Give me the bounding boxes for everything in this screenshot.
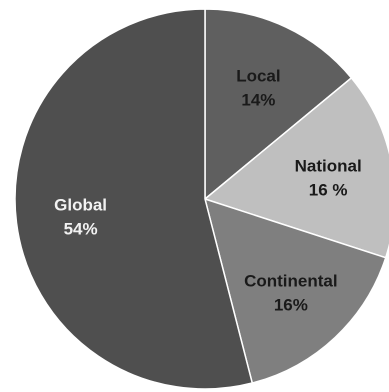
data-label-name: National: [295, 157, 362, 176]
data-label-continental: Continental 16%: [244, 271, 338, 314]
pie-slice-global: [14, 8, 254, 390]
data-label-name: Local: [236, 67, 280, 86]
data-label-value: 54%: [64, 220, 98, 239]
pie-slice-national: [203, 76, 389, 259]
data-label-global: Global 54%: [54, 196, 107, 239]
data-label-national: National 16 %: [295, 157, 362, 200]
pie-data-labels: Local 14% National 16 % Continental 16% Global…: [54, 67, 362, 315]
pie-slice-continental: [203, 197, 387, 384]
pie-slice-local: [204, 8, 353, 201]
data-label-value: 16%: [274, 295, 308, 314]
data-label-value: 14%: [241, 91, 275, 110]
data-label-name: Continental: [244, 271, 338, 290]
data-label-value: 16 %: [309, 181, 348, 200]
data-label-name: Global: [54, 196, 107, 215]
pie-slices: [14, 8, 389, 390]
data-label-local: Local 14%: [236, 67, 280, 110]
